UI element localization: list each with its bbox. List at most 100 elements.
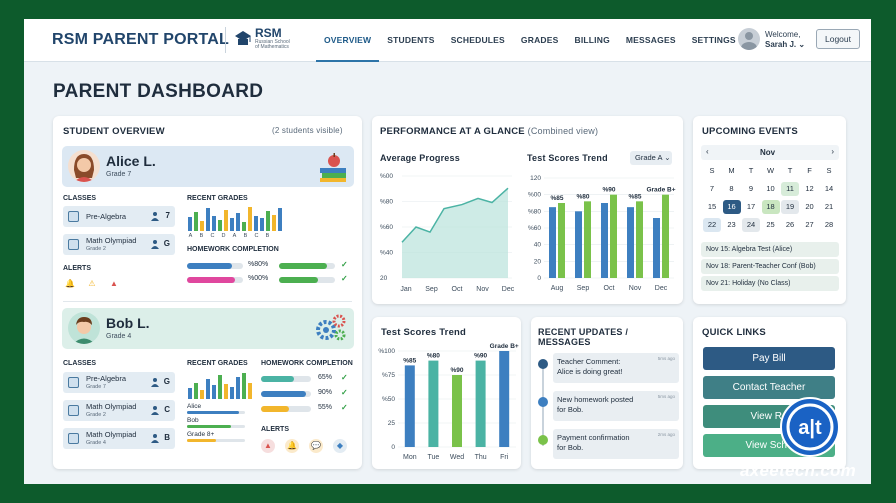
quick-link-button[interactable]: Pay Bill [703, 347, 835, 370]
homework-progress [261, 376, 311, 382]
update-item[interactable]: 5ms ago Teacher Comment: Alice is doing gr… [553, 353, 679, 383]
student-name: Bob L. [106, 315, 150, 331]
tab-settings[interactable]: SETTINGS [691, 35, 736, 45]
event-item[interactable]: Nov 15: Algebra Test (Alice) [701, 242, 839, 257]
update-text-line2: for Bob. [557, 404, 584, 414]
calendar-day[interactable]: 7 [709, 184, 715, 193]
y-tick-label: 40 [534, 242, 542, 249]
data-label: %85 [550, 195, 563, 202]
calendar-day[interactable]: 11 [781, 182, 799, 196]
calendar-day[interactable]: 18 [761, 200, 780, 214]
chevron-left-icon[interactable]: ‹ [706, 147, 709, 156]
class-item[interactable]: Pre-Algebra 7 [63, 206, 175, 227]
y-tick-label: 20 [534, 258, 542, 265]
student-count: (2 students visible) [272, 126, 343, 135]
grade-bar [230, 387, 234, 399]
class-badge: G [163, 377, 170, 386]
grade-letter: A [232, 233, 237, 239]
student-header-bob[interactable]: Bob L. Grade 4 [62, 308, 354, 349]
calendar-day[interactable]: 19 [781, 200, 799, 214]
calendar-day[interactable]: 17 [746, 202, 756, 211]
warning-sparkle-icon[interactable]: ⚠ [88, 279, 96, 288]
grade-bar [278, 208, 282, 231]
user-avatar[interactable] [738, 28, 760, 50]
performance-card: PERFORMANCE AT A GLANCE (Combined view) … [372, 116, 683, 304]
calendar-day[interactable]: 21 [824, 202, 834, 211]
calendar-day[interactable]: 25 [766, 220, 775, 229]
avatar [68, 150, 100, 182]
grade-dropdown[interactable]: Grade A ⌄ [630, 151, 672, 165]
calendar-day[interactable]: 20 [805, 202, 814, 211]
tab-schedules[interactable]: SCHEDULES [450, 35, 505, 45]
data-label: %85 [403, 357, 416, 364]
bell-icon[interactable]: 🔔 [65, 279, 75, 288]
y-tick-label: %60 [380, 224, 393, 231]
bar [558, 203, 565, 278]
calendar-day[interactable]: 28 [824, 220, 834, 229]
bar [653, 218, 660, 278]
tab-messages[interactable]: MESSAGES [625, 35, 676, 45]
calendar-day[interactable]: 26 [785, 220, 795, 229]
bar [636, 201, 643, 278]
tab-billing[interactable]: BILLING [574, 35, 610, 45]
bell-icon[interactable]: 🔔 [285, 439, 299, 453]
shapes-icon[interactable]: ◆ [333, 439, 347, 453]
class-item[interactable]: Math Olympiad Grade 2 G [63, 234, 175, 255]
tab-overview[interactable]: OVERVIEW [316, 19, 380, 62]
warning-icon[interactable]: ▲ [261, 439, 275, 453]
quick-link-button[interactable]: Contact Teacher [703, 376, 835, 399]
class-badge: B [164, 433, 170, 442]
chevron-right-icon[interactable]: › [831, 147, 834, 156]
calendar-day[interactable]: 24 [742, 218, 760, 232]
grade-progress [187, 411, 245, 414]
calendar-day[interactable]: 27 [805, 220, 814, 229]
calendar-dow: S [709, 166, 715, 175]
grade-bar [194, 212, 198, 231]
bar [601, 203, 608, 278]
grade-bar [194, 383, 198, 399]
calendar-day[interactable]: 22 [703, 218, 721, 232]
person-icon [151, 378, 159, 387]
alert-icon[interactable]: ▲ [110, 279, 118, 288]
calendar-day[interactable]: 9 [748, 184, 754, 193]
x-tick-label: Aug [551, 285, 564, 292]
homework-label: HOMEWORK COMPLETION [261, 360, 353, 367]
chat-icon[interactable]: 💬 [309, 439, 323, 453]
student-overview-card: STUDENT OVERVIEW (2 students visible) Al… [53, 116, 362, 469]
tab-students[interactable]: STUDENTS [387, 35, 435, 45]
check-icon: ✓ [341, 274, 348, 283]
calendar-day[interactable]: 8 [729, 184, 734, 193]
calendar-day[interactable]: 12 [805, 184, 814, 193]
event-item[interactable]: Nov 21: Holiday (No Class) [701, 276, 839, 291]
class-item[interactable]: Math Olympiad Grade 4 B [63, 428, 175, 449]
class-item[interactable]: Pre-Algebra Grade 7 G [63, 372, 175, 393]
homework-progress [279, 263, 335, 269]
calendar-day[interactable]: 10 [766, 184, 775, 193]
update-item[interactable]: 2ms ago Payment confirmation for Bob. [553, 429, 679, 459]
grade-letter: C [210, 233, 215, 239]
calendar-day[interactable]: 15 [707, 202, 717, 211]
grade-bar [206, 379, 210, 399]
calendar-day[interactable]: 14 [824, 184, 834, 193]
calendar-day[interactable]: 23 [727, 220, 736, 229]
grade-bar [200, 390, 204, 399]
progress-fill [187, 263, 232, 269]
update-text-line2: Alice is doing great! [557, 366, 623, 376]
card-title: STUDENT OVERVIEW [63, 126, 165, 137]
grade-row-label: Grade 8+ [187, 431, 215, 438]
logout-button[interactable]: Logout [816, 29, 860, 49]
nav-tabs: OVERVIEW STUDENTS SCHEDULES GRADES BILLING ME… [316, 19, 744, 62]
calendar-day[interactable]: 16 [722, 200, 741, 214]
event-item[interactable]: Nov 18: Parent-Teacher Conf (Bob) [701, 259, 839, 274]
grade-bar [266, 211, 270, 231]
update-item[interactable]: 5ms ago New homework posted for Bob. [553, 391, 679, 421]
tab-grades[interactable]: GRADES [520, 35, 559, 45]
homework-progress [187, 277, 243, 283]
recent-updates-card: RECENT UPDATES / MESSAGES 5ms ago Teacher… [531, 317, 683, 469]
upcoming-events-card: UPCOMING EVENTS ‹ Nov › S M T W T F S 7 8 9 10 11 12… [693, 116, 846, 304]
student-header-alice[interactable]: Alice L. Grade 7 [62, 146, 354, 187]
welcome-text[interactable]: Welcome, Sarah J. ⌄ [765, 30, 805, 50]
class-item[interactable]: Math Olympiad Grade 2 C [63, 400, 175, 421]
x-tick-label: Nov [629, 285, 642, 292]
student-name: Alice L. [106, 153, 156, 169]
